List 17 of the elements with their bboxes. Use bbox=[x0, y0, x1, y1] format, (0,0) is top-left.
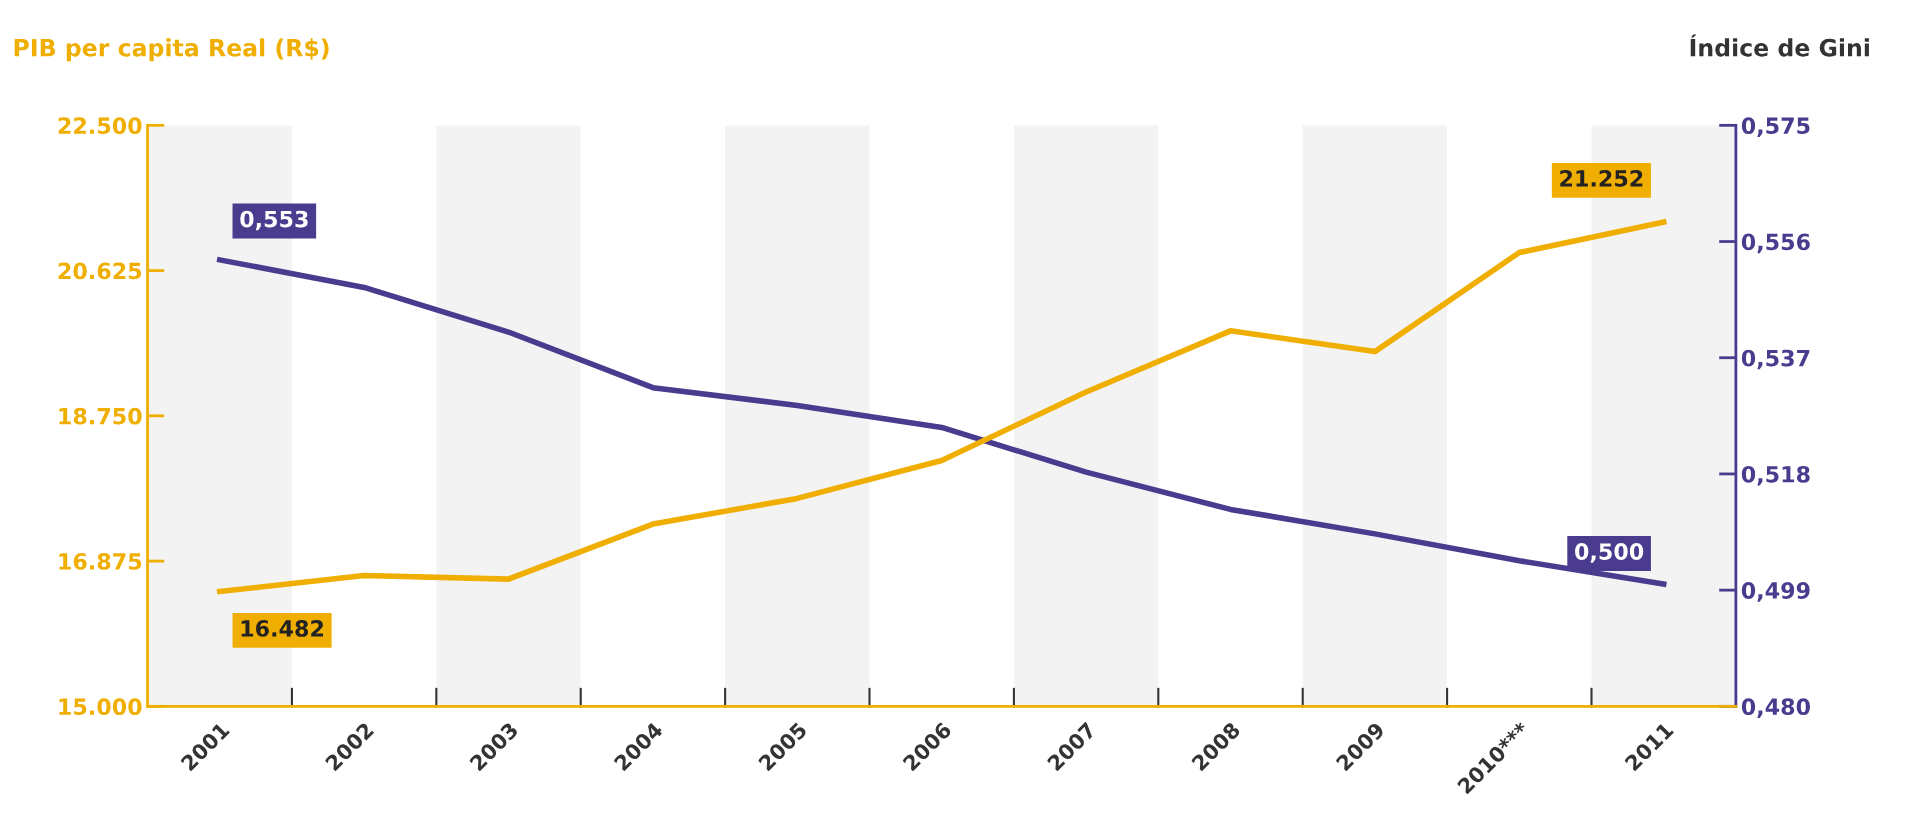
y2-tick-label: 0,537 bbox=[1741, 349, 1810, 370]
y-tick-label: 16.875 bbox=[59, 553, 142, 570]
y-tick-label: 22.500 bbox=[58, 117, 142, 135]
y2-tick-label: 0,518 bbox=[1741, 465, 1810, 486]
y2-tick-label: 0,556 bbox=[1741, 233, 1810, 254]
y-tick-label: 20.625 bbox=[58, 262, 142, 280]
data-label: 16.482 bbox=[241, 620, 323, 637]
y2-tick-label: 0,575 bbox=[1741, 117, 1810, 137]
data-label: 21.252 bbox=[1560, 169, 1643, 187]
y2-axis-title: Índice de Gini bbox=[1690, 34, 1869, 57]
data-label: 0,500 bbox=[1575, 543, 1644, 563]
data-label: 0,553 bbox=[240, 210, 308, 231]
y-tick-label: 15.000 bbox=[59, 698, 142, 716]
y-axis-title: PIB per capita Real (R$) bbox=[14, 38, 329, 62]
y2-tick-label: 0,480 bbox=[1741, 698, 1810, 718]
y2-tick-label: 0,499 bbox=[1741, 582, 1810, 602]
y-tick-label: 18.750 bbox=[59, 407, 142, 425]
